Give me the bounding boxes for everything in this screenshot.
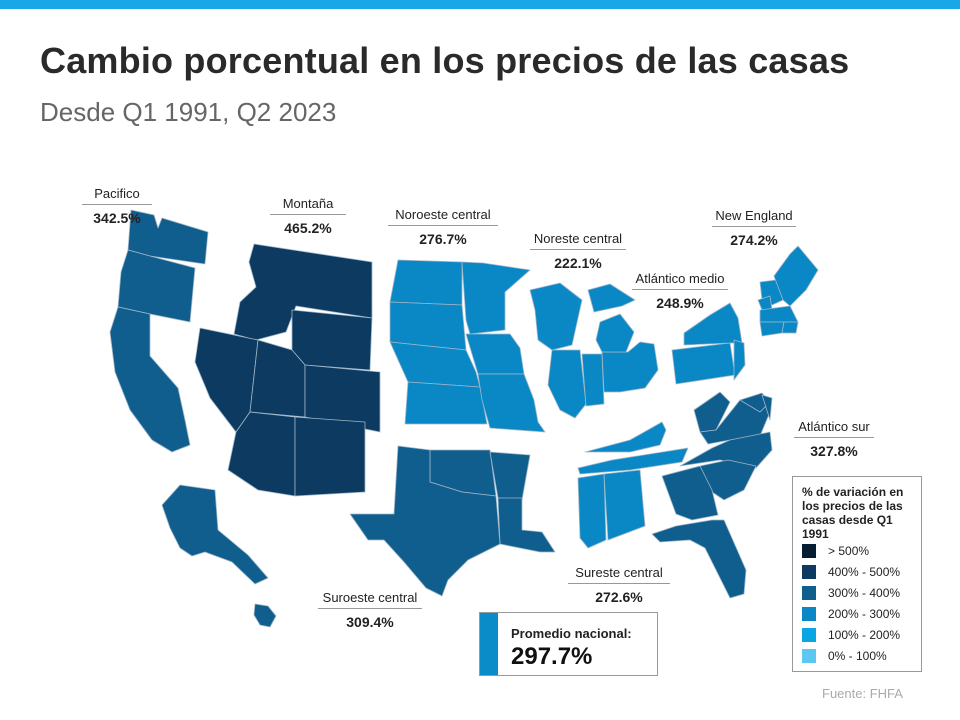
national-average-box: Promedio nacional: 297.7% <box>479 612 658 676</box>
region-label-sureste-central: Sureste central 272.6% <box>568 565 670 605</box>
region-value: 248.9% <box>656 295 704 311</box>
region-name: Atlántico medio <box>632 271 728 290</box>
region-label-montana: Montaña 465.2% <box>270 196 346 236</box>
legend-swatch <box>802 649 816 663</box>
page-subtitle: Desde Q1 1991, Q2 2023 <box>40 97 337 127</box>
region-value: 309.4% <box>346 614 394 630</box>
region-name: Pacifico <box>82 186 152 205</box>
legend-swatch <box>802 628 816 642</box>
region-value: 327.8% <box>810 443 858 459</box>
national-average-accent <box>480 613 498 675</box>
region-shape-noreste-central[interactable] <box>529 282 659 419</box>
region-value: 272.6% <box>595 589 643 605</box>
region-label-suroeste-central: Suroeste central 309.4% <box>318 590 422 630</box>
legend-label: 200% - 300% <box>828 607 901 621</box>
legend-label: 400% - 500% <box>828 565 901 579</box>
legend-label: 300% - 400% <box>828 586 901 600</box>
region-value: 274.2% <box>730 232 778 248</box>
legend-title: % de variación en los precios de las cas… <box>802 485 904 541</box>
region-shape-pacifico[interactable] <box>109 209 277 628</box>
legend: % de variación en los precios de las cas… <box>792 476 922 672</box>
national-average-value: 297.7% <box>511 643 593 670</box>
source-credit: Fuente: FHFA <box>822 686 903 701</box>
region-name: Montaña <box>270 196 346 215</box>
region-shape-atlantico-sur[interactable] <box>651 391 773 599</box>
top-accent-bar <box>0 0 960 9</box>
region-shape-montana[interactable] <box>194 243 381 497</box>
legend-swatch <box>802 607 816 621</box>
legend-label: > 500% <box>828 544 870 558</box>
legend-swatch <box>802 586 816 600</box>
national-average-label: Promedio nacional: <box>511 626 632 641</box>
region-label-new-england: New England 274.2% <box>712 208 796 248</box>
region-name: Noreste central <box>530 231 626 250</box>
region-name: Atlántico sur <box>794 419 874 438</box>
region-name: Sureste central <box>568 565 670 584</box>
region-value: 276.7% <box>419 231 467 247</box>
region-shape-noroeste-central[interactable] <box>389 259 546 433</box>
region-value: 465.2% <box>284 220 332 236</box>
region-label-noroeste-central: Noroeste central 276.7% <box>388 207 498 247</box>
region-shape-suroeste-central[interactable] <box>349 445 556 597</box>
region-name: New England <box>712 208 796 227</box>
region-value: 342.5% <box>93 210 141 226</box>
region-label-atlantico-medio: Atlántico medio 248.9% <box>632 271 728 311</box>
region-label-atlantico-sur: Atlántico sur 327.8% <box>794 419 874 459</box>
region-name: Suroeste central <box>318 590 422 609</box>
legend-swatch <box>802 544 816 558</box>
region-shape-new-england[interactable] <box>757 245 819 337</box>
legend-swatch <box>802 565 816 579</box>
region-name: Noroeste central <box>388 207 498 226</box>
region-value: 222.1% <box>554 255 602 271</box>
region-shape-sureste-central[interactable] <box>577 421 689 549</box>
legend-label: 100% - 200% <box>828 628 901 642</box>
region-shape-atlantico-medio[interactable] <box>671 302 746 385</box>
legend-label: 0% - 100% <box>828 649 887 663</box>
region-label-pacifico: Pacifico 342.5% <box>82 186 152 226</box>
page-title: Cambio porcentual en los precios de las … <box>40 40 850 81</box>
region-label-noreste-central: Noreste central 222.1% <box>530 231 626 271</box>
